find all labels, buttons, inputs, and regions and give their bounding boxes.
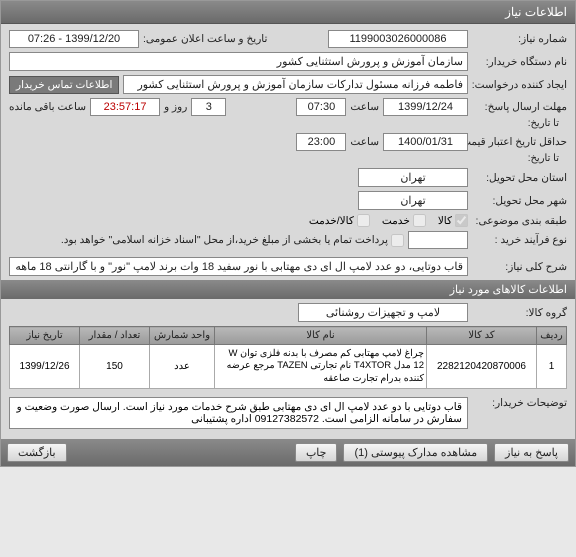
process-note-chk[interactable]: پرداخت تمام یا بخشی از مبلغ خرید،از محل …: [61, 234, 404, 247]
reply-remain-label: ساعت باقی مانده: [9, 101, 86, 113]
items-header: اطلاعات کالاهای مورد نیاز: [1, 280, 575, 299]
goods-service-chk[interactable]: کالا/خدمت: [309, 214, 370, 227]
items-table: ردیف کد کالا نام کالا واحد شمارش تعداد /…: [9, 326, 567, 389]
buyer-org-label: نام دستگاه خریدار:: [472, 56, 567, 68]
reply-deadline-time: 07:30: [296, 98, 346, 116]
cell-date: 1399/12/26: [10, 345, 80, 389]
reply-days: 3: [191, 98, 226, 116]
attachments-button[interactable]: مشاهده مدارک پیوستی (1): [343, 443, 488, 462]
contact-link[interactable]: اطلاعات تماس خریدار: [9, 76, 119, 94]
reqnum-value: 1199003026000086: [328, 30, 468, 48]
col-unit: واحد شمارش: [150, 327, 215, 345]
table-row: 1 2282120420870006 چراغ لامپ مهتابی کم م…: [10, 345, 567, 389]
announce-label: تاریخ و ساعت اعلان عمومی:: [143, 33, 267, 45]
col-date: تاریخ نیاز: [10, 327, 80, 345]
creator-label: ایجاد کننده درخواست:: [472, 79, 567, 91]
need-info-panel: اطلاعات نیاز شماره نیاز: 119900302600008…: [0, 0, 576, 467]
reply-deadline-label: مهلت ارسال پاسخ:: [472, 101, 567, 113]
creator-value: فاطمه فرزانه مسئول تدارکات سازمان آموزش …: [123, 75, 468, 94]
reply-countdown: 23:57:17: [90, 98, 160, 116]
price-validity-time: 23:00: [296, 133, 346, 151]
reply-time-label: ساعت: [350, 101, 379, 113]
col-qty: تعداد / مقدار: [80, 327, 150, 345]
buyer-org-value: سازمان آموزش و پرورش استثنایی کشور: [9, 52, 468, 71]
col-idx: ردیف: [537, 327, 567, 345]
reply-days-label: روز و: [164, 101, 187, 113]
summary-label: شرح کلی نیاز:: [472, 261, 567, 273]
process-label: نوع فرآیند خرید :: [472, 234, 567, 246]
footer-bar: پاسخ به نیاز مشاهده مدارک پیوستی (1) چاپ…: [1, 439, 575, 466]
goods-group-value: لامپ و تجهیزات روشنائی: [298, 303, 468, 322]
cell-qty: 150: [80, 345, 150, 389]
col-code: کد کالا: [427, 327, 537, 345]
goods-group-label: گروه کالا:: [472, 307, 567, 319]
cell-idx: 1: [537, 345, 567, 389]
back-button[interactable]: بازگشت: [7, 443, 67, 462]
col-name: نام کالا: [215, 327, 427, 345]
goods-chk[interactable]: کالا: [438, 214, 468, 227]
type-group: کالا خدمت کالا/خدمت: [309, 214, 468, 227]
cell-code: 2282120420870006: [427, 345, 537, 389]
province-label: استان محل تحویل:: [472, 172, 567, 184]
budget-label: طبقه بندی موضوعی:: [472, 215, 567, 227]
price-validity-date: 1400/01/31: [383, 133, 468, 151]
price-validity-label: حداقل تاریخ اعتبار قیمت:: [472, 136, 567, 148]
announce-value: 1399/12/20 - 07:26: [9, 30, 139, 48]
buyer-notes-label: توضیحات خریدار:: [472, 397, 567, 409]
reply-sub-label: تا تاریخ:: [472, 118, 567, 129]
city-value: تهران: [358, 191, 468, 210]
buyer-notes-value: قاب دوتایی با دو عدد لامپ ال ای دی مهتاب…: [9, 397, 468, 429]
city-label: شهر محل تحویل:: [472, 195, 567, 207]
price-sub-label: تا تاریخ:: [472, 153, 567, 164]
process-box: [408, 231, 468, 249]
cell-name: چراغ لامپ مهتابی کم مصرف با بدنه فلزی تو…: [215, 345, 427, 389]
cell-unit: عدد: [150, 345, 215, 389]
province-value: تهران: [358, 168, 468, 187]
service-chk[interactable]: خدمت: [382, 214, 426, 227]
reply-button[interactable]: پاسخ به نیاز: [494, 443, 569, 462]
summary-value: قاب دوتایی، دو عدد لامپ ال ای دی مهتابی …: [9, 257, 468, 276]
reqnum-label: شماره نیاز:: [472, 33, 567, 45]
panel-title: اطلاعات نیاز: [1, 1, 575, 24]
print-button[interactable]: چاپ: [295, 443, 338, 462]
process-note: پرداخت تمام یا بخشی از مبلغ خرید،از محل …: [61, 234, 388, 246]
price-time-label: ساعت: [350, 136, 379, 148]
reply-deadline-date: 1399/12/24: [383, 98, 468, 116]
